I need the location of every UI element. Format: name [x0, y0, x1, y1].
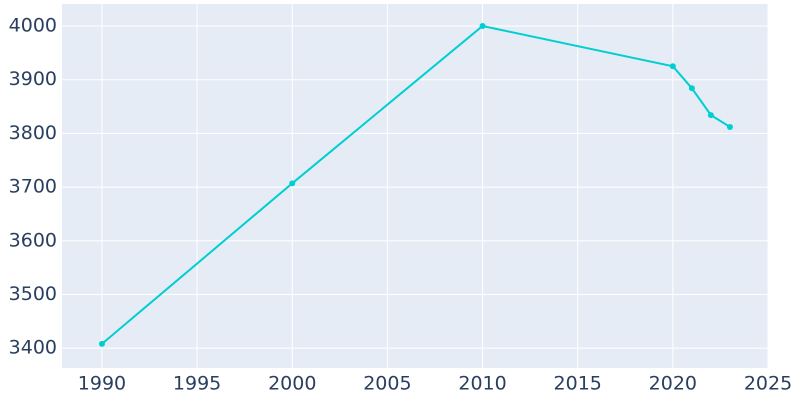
data-point: [669, 63, 676, 70]
x-tick-label: 1995: [173, 373, 221, 395]
y-tick-label: 3500: [9, 283, 57, 305]
y-tick-label: 4000: [9, 15, 57, 37]
plot-background: [62, 4, 768, 368]
y-tick-label: 3700: [9, 176, 57, 198]
y-tick-label: 3800: [9, 122, 57, 144]
y-tick-label: 3400: [9, 337, 57, 359]
x-tick-label: 2015: [554, 373, 602, 395]
data-point: [707, 112, 714, 119]
y-tick-label: 3600: [9, 229, 57, 251]
data-point: [289, 180, 296, 187]
x-tick-label: 2010: [458, 373, 506, 395]
data-point: [726, 123, 733, 130]
data-point: [479, 23, 486, 30]
x-tick-label: 2020: [649, 373, 697, 395]
x-tick-label: 2025: [744, 373, 792, 395]
x-tick-label: 2005: [363, 373, 411, 395]
x-tick-label: 1990: [78, 373, 126, 395]
data-point: [98, 340, 105, 347]
x-tick-label: 2000: [268, 373, 316, 395]
y-tick-label: 3900: [9, 68, 57, 90]
data-point: [688, 85, 695, 92]
